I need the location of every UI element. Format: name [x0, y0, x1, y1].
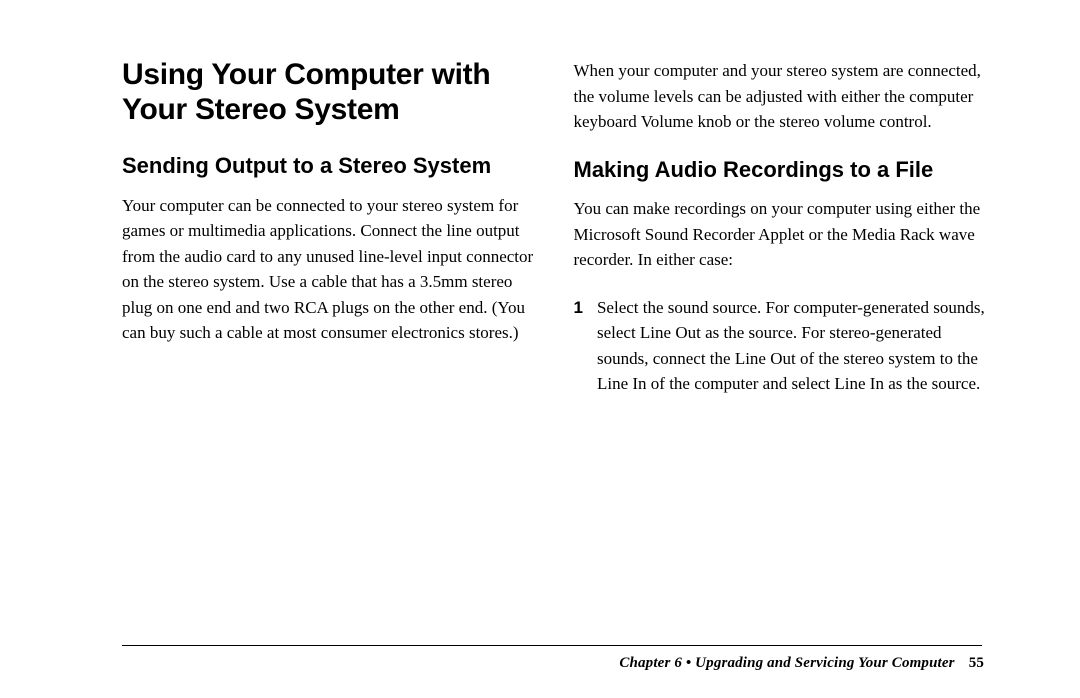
page-title: Using Your Computer with Your Stereo Sys… — [122, 58, 534, 127]
body-paragraph: Your computer can be connected to your s… — [122, 193, 534, 346]
numbered-step: 1 Select the sound source. For computer-… — [574, 295, 986, 397]
footer-chapter: Chapter 6 • Upgrading and Servicing Your… — [619, 655, 954, 671]
step-number: 1 — [574, 295, 583, 397]
section-heading-making-audio: Making Audio Recordings to a File — [574, 157, 986, 183]
step-body: Select the sound source. For computer-ge… — [597, 295, 985, 397]
footer-rule — [122, 645, 982, 646]
manual-page: Using Your Computer with Your Stereo Sys… — [0, 0, 1080, 698]
page-number: 55 — [969, 655, 984, 671]
right-column: When your computer and your stereo syste… — [574, 58, 986, 628]
footer-text: Chapter 6 • Upgrading and Servicing Your… — [619, 655, 984, 672]
body-paragraph: You can make recordings on your computer… — [574, 196, 986, 273]
section-heading-sending-output: Sending Output to a Stereo System — [122, 153, 534, 179]
body-paragraph: When your computer and your stereo syste… — [574, 58, 986, 135]
left-column: Using Your Computer with Your Stereo Sys… — [122, 58, 534, 628]
two-column-layout: Using Your Computer with Your Stereo Sys… — [122, 58, 985, 628]
